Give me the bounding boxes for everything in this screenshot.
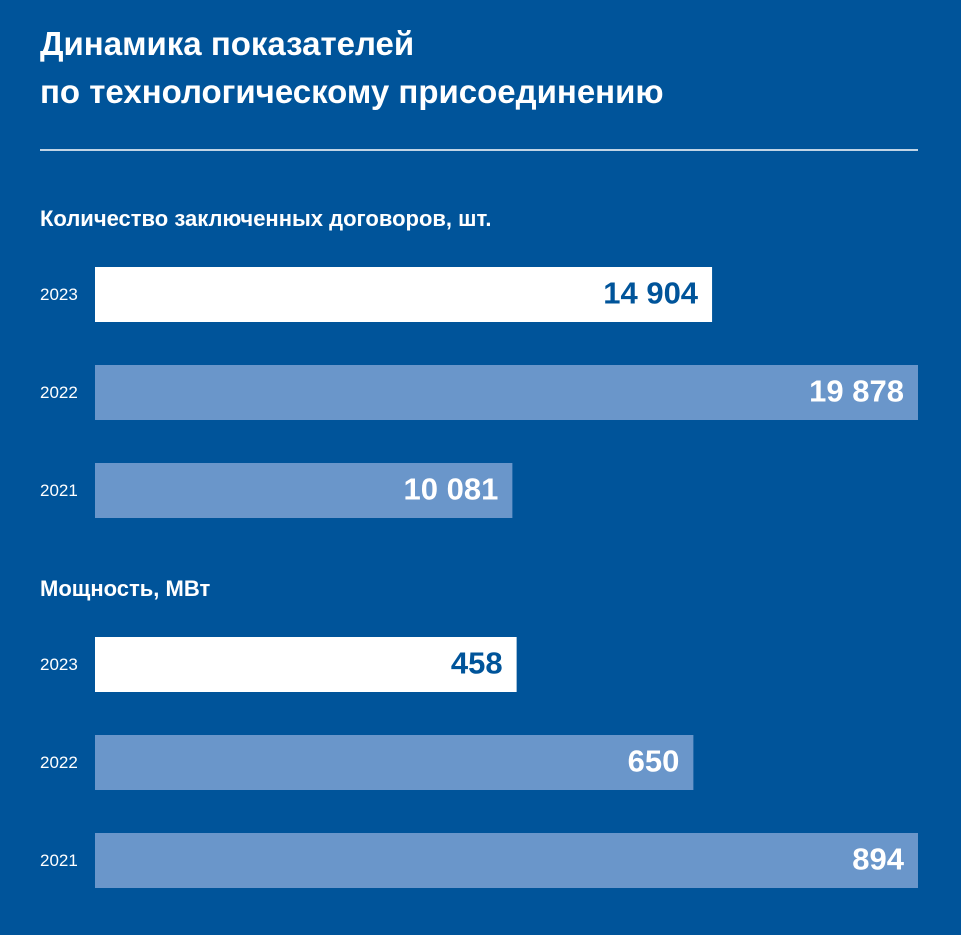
category-label: 2022 xyxy=(40,383,78,402)
bar xyxy=(95,637,517,692)
chart-subtitle: Количество заключенных договоров, шт. xyxy=(40,206,491,231)
category-label: 2021 xyxy=(40,851,78,870)
value-label: 14 904 xyxy=(603,276,699,311)
title-line: Динамика показателей xyxy=(40,25,414,62)
chart-subtitle: Мощность, МВт xyxy=(40,576,210,601)
value-label: 894 xyxy=(852,842,904,877)
bar xyxy=(95,735,694,790)
bar xyxy=(95,267,713,322)
bar xyxy=(95,365,918,420)
page-title: Динамика показателей по технологическому … xyxy=(40,25,664,110)
title-line: по технологическому присоединению xyxy=(40,73,664,110)
bar xyxy=(95,833,918,888)
value-label: 650 xyxy=(628,744,680,779)
value-label: 458 xyxy=(451,646,503,681)
category-label: 2023 xyxy=(40,285,78,304)
category-label: 2022 xyxy=(40,753,78,772)
category-label: 2023 xyxy=(40,655,78,674)
bar xyxy=(95,463,513,518)
category-label: 2021 xyxy=(40,481,78,500)
value-label: 19 878 xyxy=(809,374,904,409)
value-label: 10 081 xyxy=(404,472,499,507)
